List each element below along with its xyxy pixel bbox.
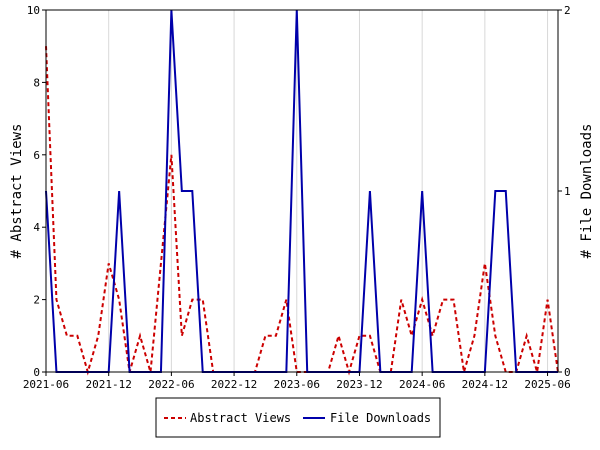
y-left-tick-label: 4 xyxy=(33,221,40,234)
x-tick-label: 2021-06 xyxy=(23,378,69,391)
x-tick-label: 2024-12 xyxy=(462,378,508,391)
legend-label-file-downloads: File Downloads xyxy=(330,411,431,425)
y-axis-left-title: # Abstract Views xyxy=(9,124,25,259)
x-tick-label: 2023-12 xyxy=(336,378,382,391)
x-tick-label: 2024-06 xyxy=(399,378,445,391)
y-left-tick-label: 0 xyxy=(33,366,40,379)
y-axis-right-title: # File Downloads xyxy=(579,124,595,259)
x-tick-label: 2025-06 xyxy=(524,378,570,391)
y-left-tick-label: 10 xyxy=(27,4,40,17)
x-tick-label: 2021-12 xyxy=(86,378,132,391)
y-right-tick-label: 0 xyxy=(564,366,571,379)
y-right-tick-label: 2 xyxy=(564,4,571,17)
legend: Abstract Views File Downloads xyxy=(155,397,441,438)
y-left-tick-label: 8 xyxy=(33,76,40,89)
series-line-abstract-views xyxy=(45,46,559,376)
x-tick-label: 2023-06 xyxy=(274,378,320,391)
x-tick-label: 2022-06 xyxy=(148,378,194,391)
y-left-tick-label: 6 xyxy=(33,149,40,162)
legend-box xyxy=(155,397,441,438)
y-right-tick-label: 1 xyxy=(564,185,571,198)
legend-label-abstract-views: Abstract Views xyxy=(190,411,291,425)
y-left-tick-label: 2 xyxy=(33,294,40,307)
axis-layer: 2021-06 2021-12 2022-06 2022-12 2023-06 2023-… xyxy=(23,4,571,391)
x-tick-label: 2022-12 xyxy=(211,378,257,391)
